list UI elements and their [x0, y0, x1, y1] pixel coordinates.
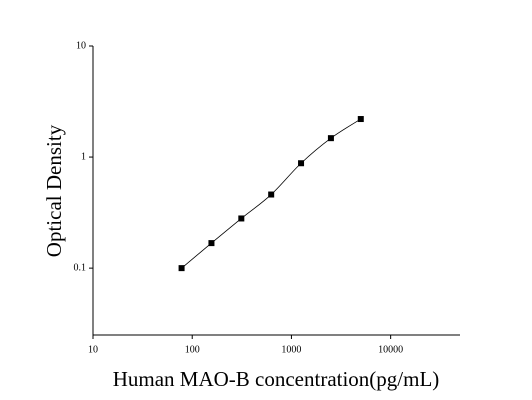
point: [357, 116, 364, 123]
point: [268, 191, 275, 198]
point: [298, 160, 305, 167]
y-tick-label: 1: [81, 151, 86, 162]
x-tick-label: 1000: [281, 344, 301, 355]
x-tick-label: 100: [185, 344, 200, 355]
point: [327, 135, 334, 142]
point: [238, 215, 245, 222]
x-tick-label: 10: [88, 344, 98, 355]
x-tick-label: 10000: [378, 344, 403, 355]
y-axis-label: Optical Density: [42, 124, 66, 257]
point: [178, 265, 185, 272]
x-axis-label: Human MAO-B concentration(pg/mL): [113, 367, 440, 391]
point: [208, 240, 215, 247]
y-tick-label: 10: [76, 40, 86, 51]
y-tick-label: 0.1: [74, 262, 87, 273]
